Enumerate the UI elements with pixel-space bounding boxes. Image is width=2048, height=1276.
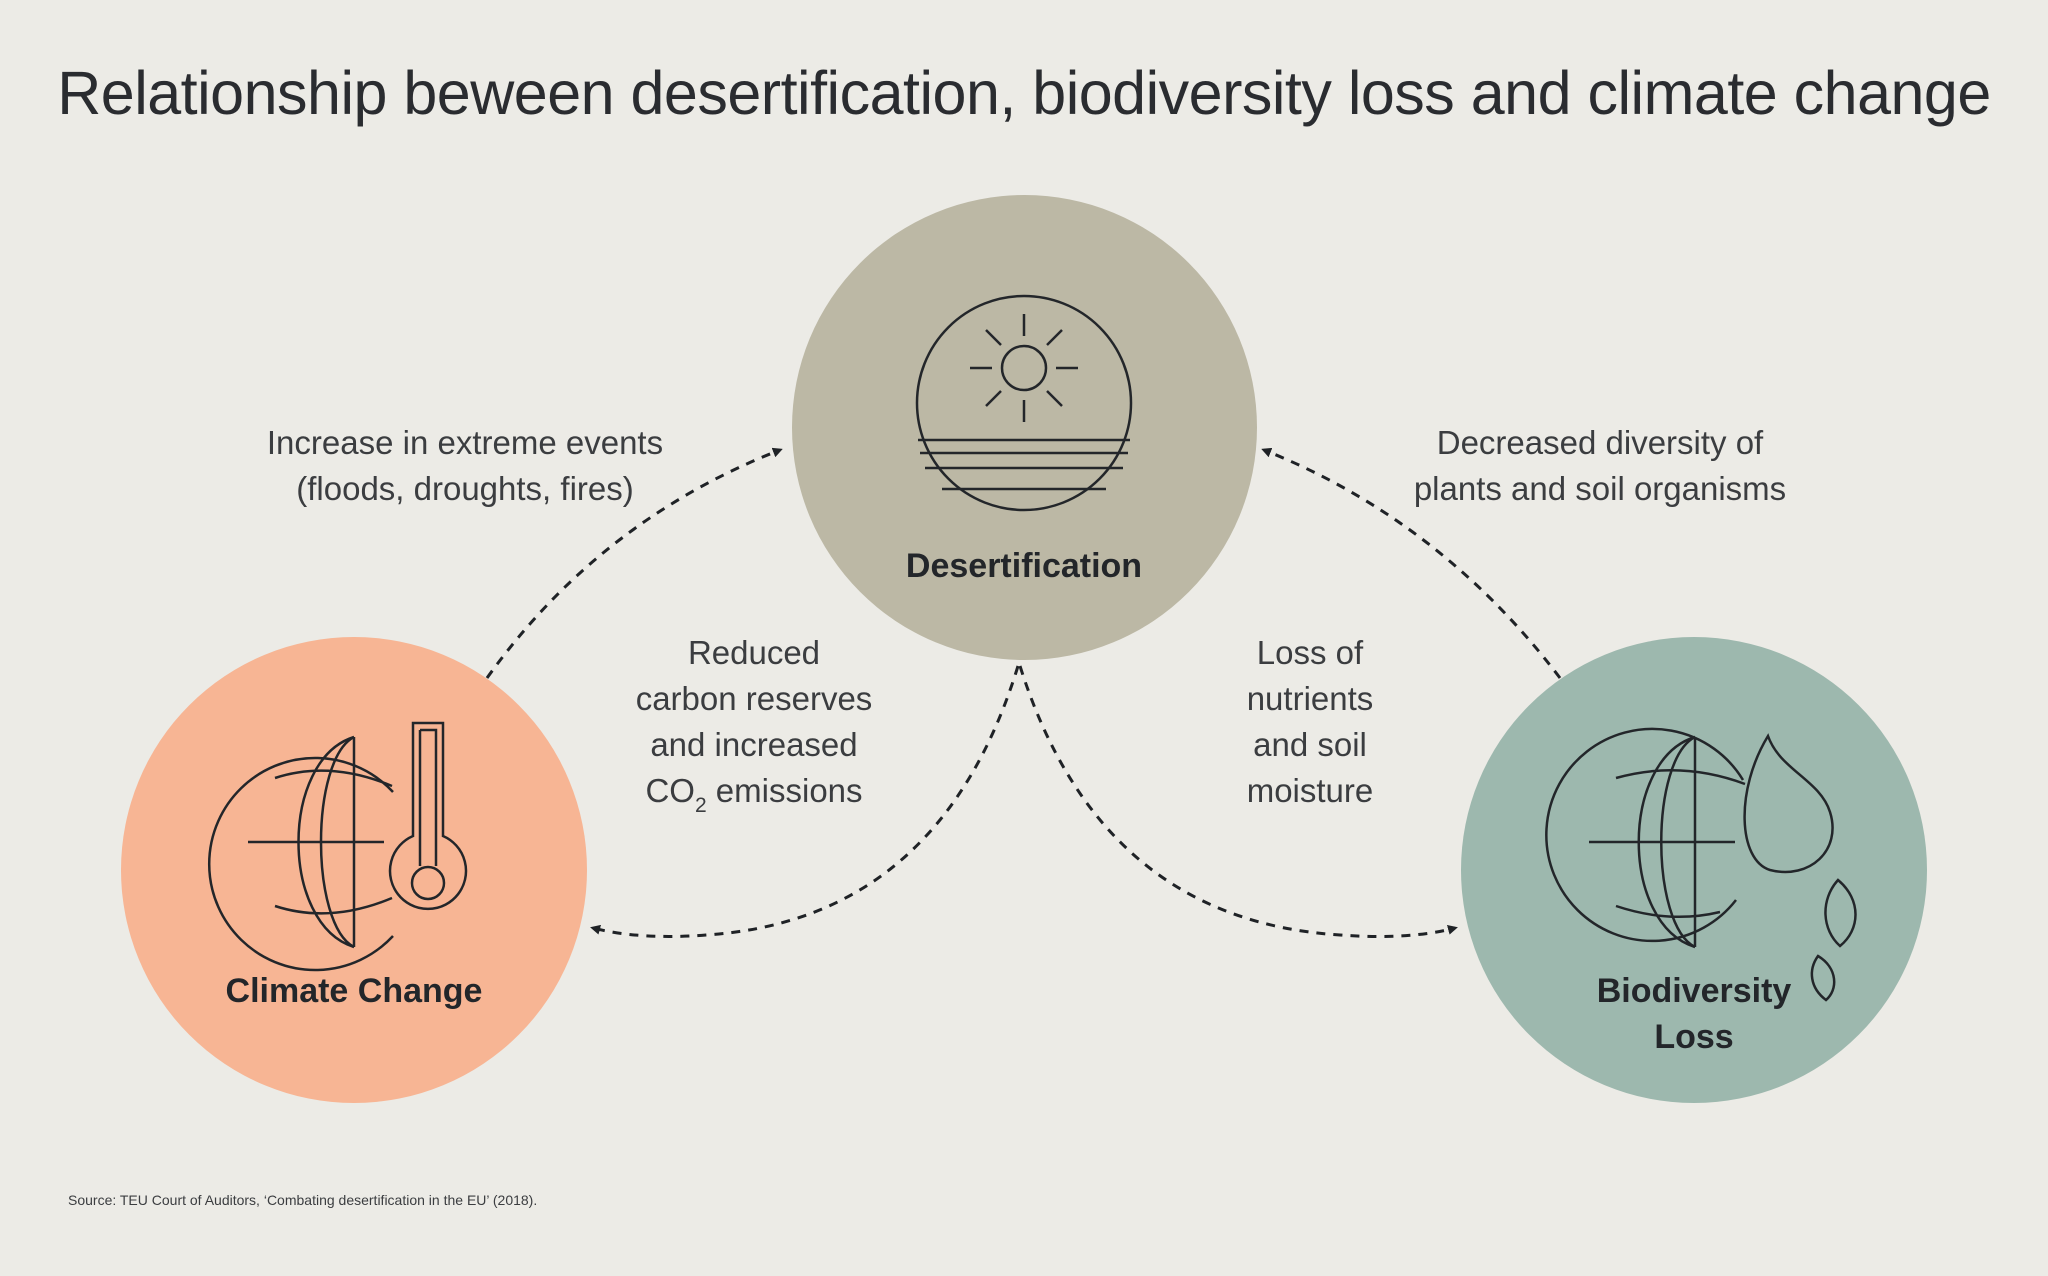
edge-label-line: Decreased diversity of: [1436, 424, 1764, 461]
arrow-climate-to-desertification: [485, 447, 783, 679]
edge-label-decreased-diversity: Decreased diversity of plants and soil o…: [1340, 420, 1860, 512]
edge-label-line: carbon reserves: [635, 680, 873, 717]
edge-label-line: and soil: [1253, 726, 1367, 763]
biodiversity-loss-label-line2: Loss: [1654, 1018, 1734, 1056]
globe-leaf-icon: [1545, 727, 1857, 1002]
edge-label-line: CO2 emissions: [574, 768, 934, 819]
edge-label-line: and increased: [650, 726, 858, 763]
edge-label-line: Reduced: [687, 634, 821, 671]
co2-subscript: 2: [694, 794, 707, 817]
biodiversity-loss-label: Biodiversity Loss: [1494, 968, 1894, 1060]
edge-label-nutrients: Loss of nutrients and soil moisture: [1160, 630, 1460, 814]
arrow-biodiversity-to-desertification: [1261, 447, 1562, 679]
source-note: Source: TEU Court of Auditors, ‘Combatin…: [68, 1192, 538, 1208]
arrow-desertification-to-biodiversity: [1018, 665, 1458, 938]
page-title: Relationship beween desertification, bio…: [57, 59, 1991, 127]
desertification-label: Desertification: [905, 547, 1143, 585]
edge-label-line: (floods, droughts, fires): [296, 470, 634, 507]
globe-thermometer-icon: [207, 721, 468, 972]
edge-label-extreme-events: Increase in extreme events (floods, drou…: [200, 420, 730, 512]
climate-change-label: Climate Change: [225, 972, 483, 1010]
edge-label-line: Increase in extreme events: [266, 424, 664, 461]
biodiversity-loss-label-line1: Biodiversity: [1596, 972, 1792, 1010]
edge-label-line: moisture: [1246, 772, 1374, 809]
co2-prefix: CO: [645, 772, 695, 809]
edge-label-line: Loss of: [1256, 634, 1364, 671]
edge-label-line: plants and soil organisms: [1413, 470, 1787, 507]
edge-label-line: nutrients: [1246, 680, 1374, 717]
edge-label-carbon-reserves: Reduced carbon reserves and increased CO…: [574, 630, 934, 819]
desertification-node: [792, 195, 1257, 660]
sun-over-land-icon: [915, 294, 1133, 512]
co2-suffix: emissions: [706, 772, 863, 809]
